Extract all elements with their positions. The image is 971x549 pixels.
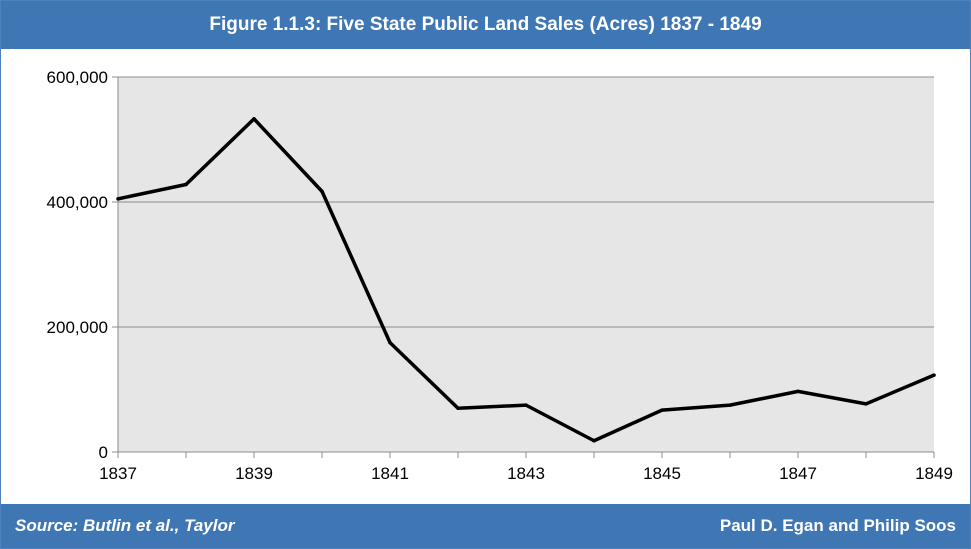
y-tick-label: 400,000 bbox=[47, 193, 108, 212]
data-point bbox=[388, 340, 392, 345]
data-point bbox=[864, 402, 868, 406]
x-axis-ticks: 1837 1839 1841 1843 1845 1847 1849 bbox=[99, 452, 953, 483]
x-tick-label: 1839 bbox=[235, 464, 273, 483]
chart-title: Figure 1.1.3: Five State Public Land Sal… bbox=[209, 14, 762, 35]
gridlines bbox=[118, 76, 934, 328]
data-point bbox=[320, 189, 324, 194]
x-tick-label: 1837 bbox=[99, 464, 137, 483]
data-point bbox=[252, 117, 256, 121]
title-bar: Figure 1.1.3: Five State Public Land Sal… bbox=[1, 1, 970, 49]
x-tick-label: 1849 bbox=[915, 464, 953, 483]
x-tick-label: 1845 bbox=[643, 464, 681, 483]
author-credit: Paul D. Egan and Philip Soos bbox=[719, 516, 956, 535]
y-tick-label: 0 bbox=[99, 443, 108, 462]
plot-area bbox=[118, 77, 934, 452]
data-point bbox=[184, 182, 188, 187]
series-group bbox=[116, 117, 936, 443]
x-tick-label: 1843 bbox=[507, 464, 545, 483]
source-note: Source: Butlin et al., Taylor bbox=[15, 516, 235, 535]
y-tick-label: 200,000 bbox=[47, 318, 108, 337]
x-tick-label: 1847 bbox=[779, 464, 817, 483]
x-tick-label: 1841 bbox=[371, 464, 409, 483]
y-tick-label: 600,000 bbox=[47, 68, 108, 87]
data-point bbox=[796, 389, 800, 394]
data-point bbox=[524, 403, 528, 407]
data-point bbox=[592, 438, 596, 443]
data-point bbox=[660, 408, 664, 412]
data-point bbox=[116, 197, 120, 201]
data-point bbox=[932, 373, 936, 377]
y-axis-ticks: 0 200,000 400,000 600,000 bbox=[47, 68, 118, 462]
footer-bar: Source: Butlin et al., Taylor Paul D. Eg… bbox=[1, 504, 970, 548]
data-point bbox=[456, 406, 460, 411]
data-point bbox=[728, 403, 732, 407]
